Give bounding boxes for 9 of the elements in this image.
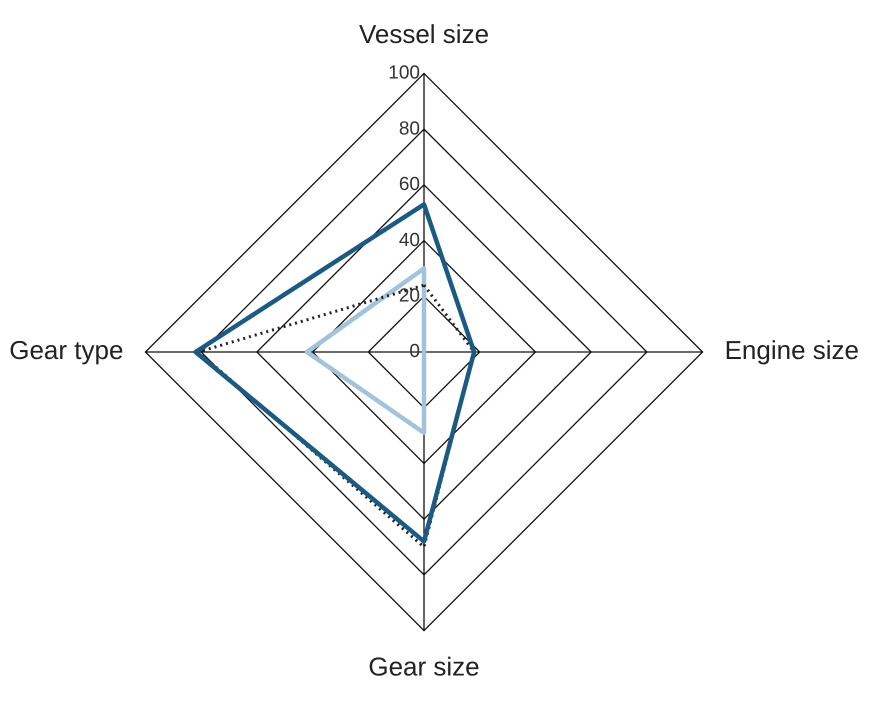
y-tick-label: 80 xyxy=(398,118,420,140)
y-tick-label: 100 xyxy=(388,62,420,84)
y-tick-label: 40 xyxy=(398,230,420,251)
spoke-label: Vessel size xyxy=(358,18,490,49)
spoke-label: Engine size xyxy=(724,335,860,366)
y-tick-label: 60 xyxy=(398,174,420,196)
spoke-label: Gear type xyxy=(9,335,124,366)
spoke-label: Gear size xyxy=(368,651,480,682)
y-tick-label: 20 xyxy=(398,286,420,307)
